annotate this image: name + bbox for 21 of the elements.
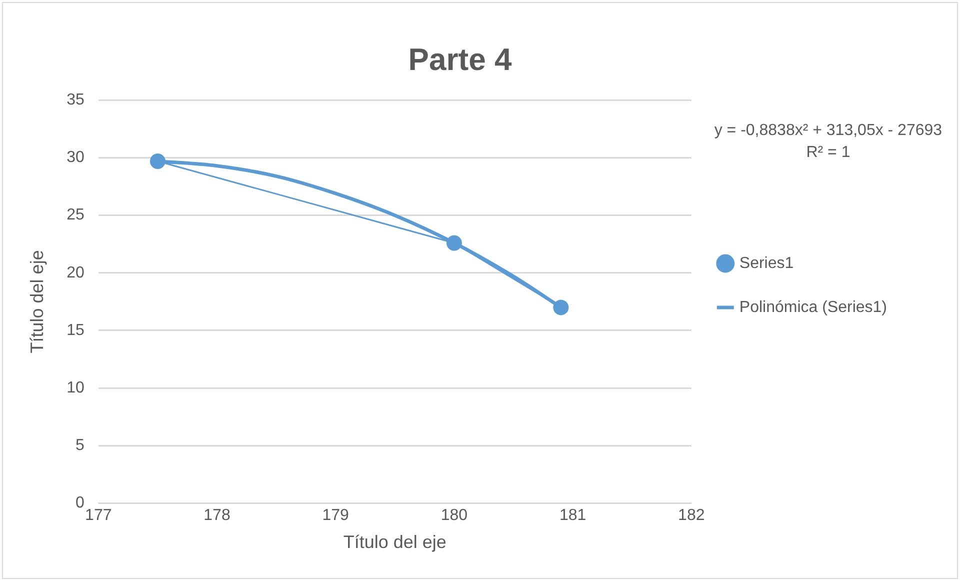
y-axis-title: Título del eje: [26, 250, 47, 354]
x-tick-label: 180: [440, 507, 468, 524]
legend-label: Polinómica (Series1): [739, 298, 887, 316]
x-axis-title: Título del eje: [343, 532, 446, 552]
x-tick-label: 178: [204, 507, 230, 524]
x-tick-label: 179: [322, 507, 350, 524]
legend-label: Series1: [739, 254, 794, 272]
x-tick-label: 177: [85, 507, 112, 524]
y-tick-label: 15: [66, 322, 84, 339]
x-tick-label: 181: [559, 507, 586, 524]
y-tick-label: 20: [66, 264, 84, 282]
chart-title: Parte 4: [408, 42, 512, 78]
y-tick-label: 35: [66, 92, 84, 109]
x-tick-label: 182: [678, 507, 705, 524]
text: y = -0,8838x² + 313,05x - 27693: [714, 122, 942, 140]
y-tick-label: 30: [66, 149, 84, 166]
y-tick-label: 10: [66, 379, 84, 396]
y-tick-label: 25: [66, 206, 84, 224]
text: R² = 1: [806, 144, 850, 162]
y-tick-label: 5: [75, 437, 84, 454]
y-tick-label: 0: [75, 494, 84, 512]
